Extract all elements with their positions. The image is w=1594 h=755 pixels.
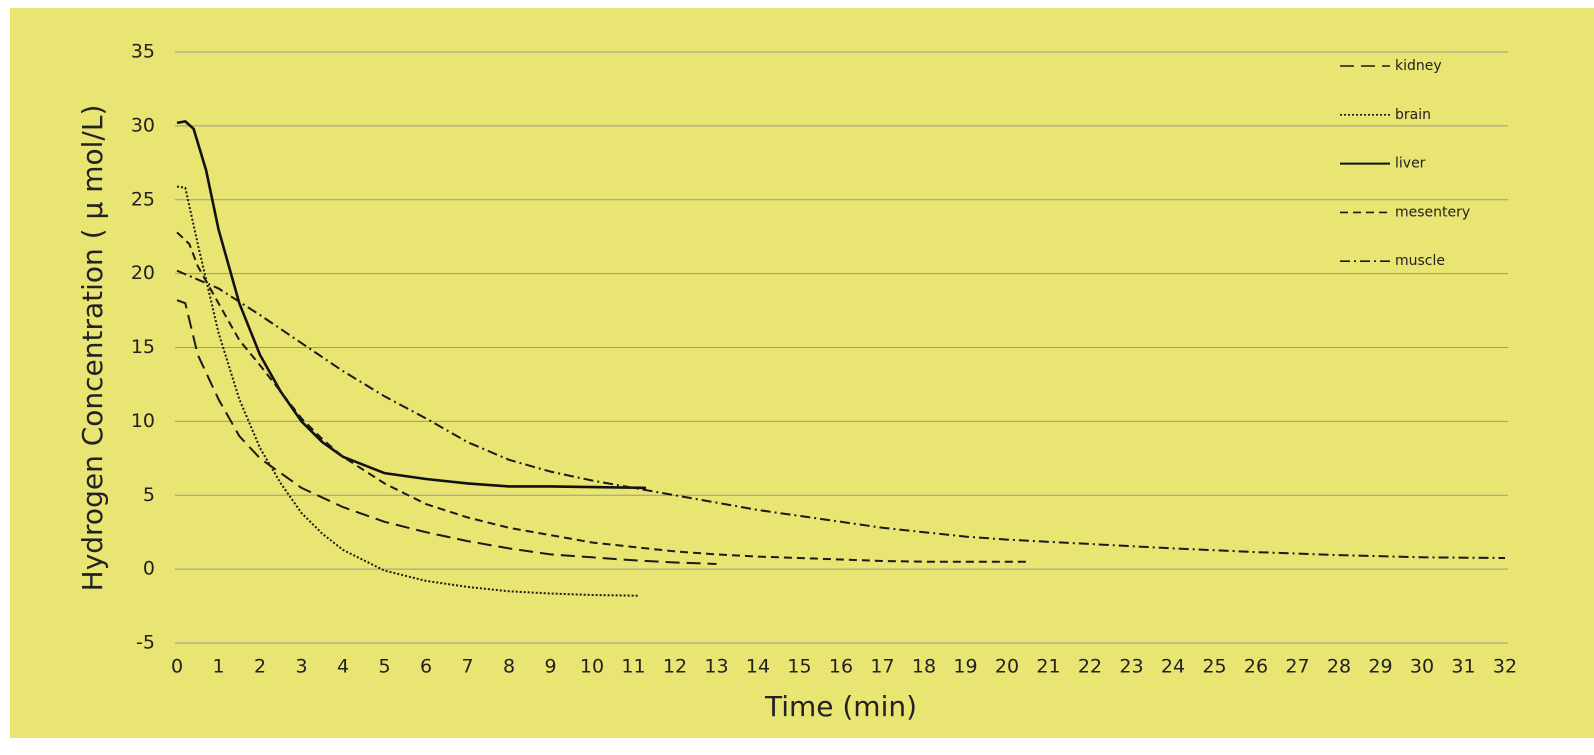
x-tick-label: 28 [1327,656,1351,678]
x-tick-label: 31 [1451,656,1475,678]
x-tick-label: 29 [1368,656,1392,678]
y-axis-title: Hydrogen Concentration ( μ mol/L) [76,105,109,592]
line [176,269,1506,559]
line [176,299,717,565]
x-tick-label: 27 [1285,656,1309,678]
x-tick-label: 7 [461,656,473,678]
y-tick-label: 30 [131,114,155,136]
line [176,231,1028,563]
y-tick-label: 5 [143,484,155,506]
y-tick-label: 35 [131,41,155,63]
legend-label: brain [1395,107,1431,123]
x-tick-label: 25 [1202,656,1226,678]
x-tick-label: 18 [912,656,936,678]
x-tick-label: 24 [1161,656,1185,678]
x-tick-label: 0 [171,656,183,678]
x-tick-label: 12 [663,656,687,678]
x-tick-label: 6 [420,656,432,678]
x-tick-label: 23 [1119,656,1143,678]
x-tick-label: 20 [995,656,1019,678]
y-tick-label: -5 [136,632,155,654]
background [10,8,1594,738]
x-tick-label: 32 [1493,656,1517,678]
x-tick-label: 4 [337,656,349,678]
x-tick-label: 17 [870,656,894,678]
y-tick-label: 15 [131,336,155,358]
x-axis-title: Time (min) [764,690,917,723]
legend-label: muscle [1395,253,1445,269]
legend-label: kidney [1395,58,1442,74]
x-tick-label: 16 [829,656,853,678]
x-tick-label: 8 [503,656,515,678]
y-tick-label: 0 [143,558,155,580]
x-tick-label: 30 [1410,656,1434,678]
x-tick-label: 13 [704,656,728,678]
x-tick-label: 21 [1036,656,1060,678]
y-tick-label: 20 [131,262,155,284]
x-tick-label: 15 [787,656,811,678]
legend-label: liver [1395,156,1426,172]
legend-label: mesentery [1395,204,1470,220]
x-tick-label: 22 [1078,656,1102,678]
x-tick-label: 14 [746,656,770,678]
x-tick-label: 10 [580,656,604,678]
line [176,120,647,490]
x-tick-label: 26 [1244,656,1268,678]
x-tick-label: 1 [212,656,224,678]
y-tick-label: 10 [131,410,155,432]
x-tick-label: 2 [254,656,266,678]
x-tick-label: 5 [378,656,390,678]
x-tick-label: 3 [295,656,307,678]
x-tick-label: 19 [953,656,977,678]
y-tick-label: 25 [131,188,155,210]
x-tick-label: 9 [544,656,556,678]
x-tick-label: 11 [621,656,645,678]
